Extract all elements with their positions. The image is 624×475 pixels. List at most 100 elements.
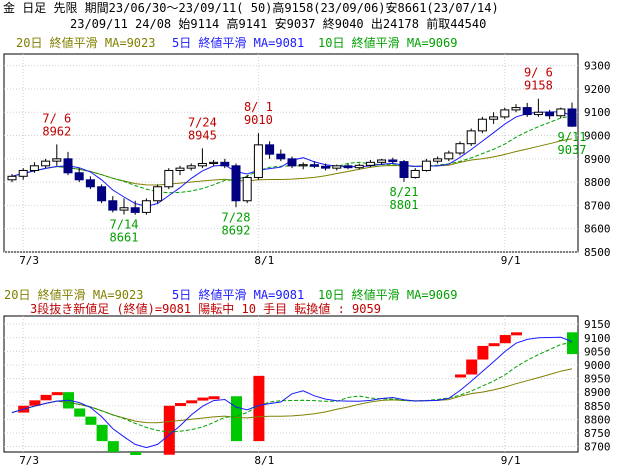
high-annotation-date: 7/24 (188, 115, 217, 129)
price-panel-frame (3, 53, 579, 253)
high-annotation-date: 9/ 6 (524, 66, 553, 80)
candle-body (287, 158, 297, 167)
header-line-2: 23/09/11 24/08 始9114 高9141 安9037 終9040 出… (70, 17, 487, 31)
candle-body (511, 107, 521, 111)
break-status-text: 3段抜き新値足 (終値)=9081 陽転中 10 手目 転換値 : 9059 (30, 301, 381, 316)
high-annotation-value: 9010 (244, 113, 273, 127)
candle-body (556, 108, 566, 117)
legend-ma10-bottom: 10日 終値平滑 MA=9069 (318, 287, 457, 302)
break-brick (208, 396, 220, 400)
header-line-1: 金 日足 先限 期間23/06/30～23/09/11( 50)高9158(23… (3, 1, 499, 15)
price-tick-label: 9100 (584, 106, 611, 119)
break-brick (175, 403, 186, 407)
candle-body (421, 160, 431, 171)
break-date-label: 7/3 (19, 454, 39, 467)
low-annotation-date: 9/11 (558, 130, 587, 144)
candle-body (545, 111, 555, 117)
candle-body (444, 152, 454, 160)
high-annotation-date: 7/ 6 (42, 111, 71, 125)
candle-body (343, 165, 353, 169)
candle-body (153, 186, 163, 202)
break-tick-label: 8700 (584, 441, 611, 454)
candle-body (63, 158, 73, 174)
candle-body (365, 161, 375, 166)
break-date-label: 8/1 (254, 454, 274, 467)
break-ma5-line (11, 336, 573, 449)
break-brick (163, 405, 175, 455)
ma20-line (11, 138, 573, 186)
high-annotation-date: 8/ 1 (244, 100, 273, 114)
candle-body (85, 179, 95, 188)
break-tick-label: 8800 (584, 413, 611, 426)
break-brick (567, 332, 578, 355)
break-brick (499, 335, 511, 344)
date-tick-label: 8/1 (254, 254, 274, 267)
break-tick-label: 9150 (584, 318, 611, 331)
candle-body (466, 130, 476, 145)
high-annotation-value: 9158 (524, 79, 553, 93)
legend-ma20-bottom: 20日 終値平滑 MA=9023 (4, 287, 143, 302)
high-annotation-value: 8962 (42, 124, 71, 138)
candle-body (130, 207, 140, 213)
candle-body (522, 107, 532, 116)
break-tick-label: 8750 (584, 427, 611, 440)
low-annotation-date: 8/21 (390, 185, 419, 199)
candle-body (141, 200, 151, 213)
break-tick-label: 9100 (584, 332, 611, 345)
candle-body (533, 111, 543, 116)
header: 金 日足 先限 期間23/06/30～23/09/11( 50)高9158(23… (0, 0, 624, 34)
low-annotation-value: 8661 (110, 230, 139, 244)
candle-body (298, 164, 308, 167)
price-tick-label: 9000 (584, 130, 611, 143)
candle-body (377, 159, 387, 163)
break-brick (231, 396, 242, 442)
break-brick (74, 408, 86, 417)
break-brick (197, 397, 209, 401)
date-tick-label: 9/1 (501, 254, 521, 267)
break-ma10-line (11, 341, 573, 433)
low-annotation-value: 8692 (222, 223, 251, 237)
candle-body (410, 169, 420, 178)
low-annotation-date: 7/28 (222, 210, 251, 224)
price-tick-label: 8900 (584, 153, 611, 166)
low-annotation-value: 9037 (558, 143, 587, 157)
break-tick-label: 8850 (584, 400, 611, 413)
break-brick (186, 400, 198, 404)
candle-body (332, 165, 342, 169)
candle-body (29, 165, 39, 171)
price-tick-label: 8700 (584, 199, 611, 212)
candle-body (209, 161, 219, 164)
candle-body (455, 143, 465, 154)
candle-body (309, 164, 319, 167)
candle-body (321, 165, 331, 169)
break-tick-label: 9050 (584, 345, 611, 358)
candle-body (276, 153, 286, 160)
candle-body (399, 161, 409, 178)
candle-body (477, 118, 487, 132)
candle-body (242, 176, 252, 202)
break-tick-label: 8900 (584, 386, 611, 399)
legend-ma20-top: 20日 終値平滑 MA=9023 (16, 35, 155, 50)
candle-body (231, 165, 241, 202)
candle-body (18, 169, 28, 177)
candle-body (489, 116, 499, 120)
date-tick-label: 7/3 (19, 254, 39, 267)
price-tick-label: 8600 (584, 223, 611, 236)
break-brick (488, 343, 500, 347)
price-tick-label: 8800 (584, 176, 611, 189)
candle-body (354, 164, 364, 169)
break-date-label: 9/1 (501, 454, 521, 467)
break-brick (253, 375, 265, 442)
candle-body (388, 159, 398, 163)
break-brick (511, 332, 522, 336)
break-brick (40, 394, 52, 401)
break-brick (130, 452, 142, 455)
break-brick (466, 359, 478, 375)
candle-body (567, 108, 577, 127)
candle-body (97, 186, 107, 202)
candle-body (265, 144, 275, 155)
legend-ma5-bottom: 5日 終値平滑 MA=9081 (172, 287, 304, 302)
candle-body (164, 169, 174, 188)
high-annotation-value: 8945 (188, 128, 217, 142)
